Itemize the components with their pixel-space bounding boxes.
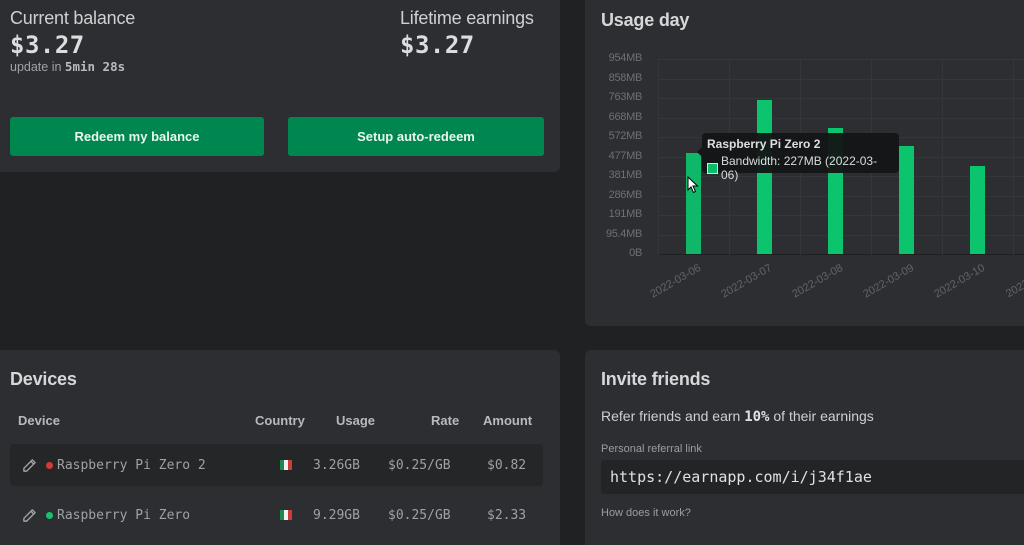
x-tick: 2022-03-09: [861, 262, 916, 301]
legend-swatch-icon: [707, 162, 718, 174]
x-axis-line: [658, 254, 1024, 255]
gridline: [658, 117, 1024, 119]
rate-cell: $0.25/GB: [388, 507, 451, 523]
invite-text-prefix: Refer friends and earn: [601, 408, 741, 424]
invite-title: Invite friends: [601, 369, 711, 389]
tooltip-title: Raspberry Pi Zero 2: [707, 137, 821, 151]
current-balance-block: Current balance $3.27 update in 5min 28s: [10, 8, 135, 74]
tooltip-body: Bandwidth: 227MB (2022-03-06): [707, 154, 894, 182]
y-tick: 95.4MB: [605, 227, 642, 240]
device-row[interactable]: Raspberry Pi Zero 2 3.26GB $0.25/GB $0.8…: [10, 444, 543, 486]
bar-2022-03-06[interactable]: [686, 153, 701, 254]
update-prefix: update in: [10, 60, 62, 74]
gridline: [658, 98, 1024, 99]
invite-description: Refer friends and earn 10% of their earn…: [601, 408, 874, 425]
device-name: Raspberry Pi Zero 2: [57, 457, 206, 473]
gridline: [658, 59, 1024, 60]
device-name: Raspberry Pi Zero: [57, 507, 191, 523]
referral-link-field[interactable]: https://earnapp.com/i/j34f1ae: [601, 460, 1024, 494]
y-tick: 0B: [629, 247, 642, 259]
devices-title: Devices: [10, 369, 77, 389]
column-header-country[interactable]: Country: [255, 413, 305, 428]
y-tick: 572MB: [608, 130, 643, 142]
y-tick: 191MB: [608, 208, 643, 220]
device-cell: Raspberry Pi Zero 2: [22, 444, 206, 486]
y-tick: 763MB: [608, 91, 643, 103]
setup-auto-redeem-button[interactable]: Setup auto-redeem: [288, 117, 544, 156]
column-header-usage[interactable]: Usage: [336, 413, 376, 428]
bar-2022-03-09[interactable]: [899, 146, 914, 254]
usage-cell: 9.29GB: [313, 507, 360, 523]
column-header-amount[interactable]: Amount: [483, 413, 533, 428]
usage-chart-card: Usage day 954MB 858MB 763MB 668MB 572MB …: [585, 0, 1024, 326]
device-row[interactable]: Raspberry Pi Zero 9.29GB $0.25/GB $2.33: [10, 494, 543, 536]
edit-pencil-icon[interactable]: [22, 508, 37, 523]
y-tick: 858MB: [608, 71, 643, 84]
mouse-cursor-icon: [687, 176, 699, 194]
invite-friends-card: Invite friends Refer friends and earn 10…: [585, 350, 1024, 545]
x-tick: 2022-03-10: [932, 262, 987, 301]
status-online-dot: [46, 511, 53, 519]
x-tick: 2022-03-06: [648, 262, 703, 301]
lifetime-earnings-block: Lifetime earnings $3.27: [400, 8, 534, 59]
tooltip-value: Bandwidth: 227MB (2022-03-06): [720, 154, 878, 182]
invite-text-suffix: of their earnings: [773, 408, 874, 424]
gridline: [1013, 59, 1014, 255]
italy-flag-icon: [280, 460, 292, 470]
update-countdown: update in 5min 28s: [10, 59, 135, 74]
referral-link-label: Personal referral link: [601, 443, 702, 455]
balance-card: Current balance $3.27 update in 5min 28s…: [0, 0, 560, 172]
country-cell: [280, 444, 292, 486]
status-offline-dot: [46, 461, 53, 469]
y-tick: 381MB: [608, 169, 643, 181]
device-cell: Raspberry Pi Zero: [22, 494, 190, 536]
country-cell: [280, 494, 292, 536]
column-header-rate[interactable]: Rate: [431, 413, 460, 428]
y-tick: 954MB: [608, 52, 643, 64]
usage-title: Usage day: [601, 10, 690, 30]
amount-cell: $0.82: [487, 457, 527, 473]
amount-cell: $2.33: [487, 507, 527, 523]
lifetime-earnings-value: $3.27: [400, 31, 475, 59]
x-tick: 2022-03-07: [719, 262, 774, 301]
x-tick: 2022-03-11: [1003, 262, 1024, 301]
y-tick: 477MB: [608, 149, 643, 162]
column-header-device[interactable]: Device: [18, 413, 60, 428]
how-does-it-work-link[interactable]: How does it work?: [601, 507, 691, 519]
current-balance-value: $3.27: [10, 31, 85, 59]
gridline: [942, 59, 943, 255]
gridline: [658, 78, 1024, 80]
y-axis-line: [658, 59, 659, 255]
bar-2022-03-10[interactable]: [970, 166, 985, 254]
current-balance-label: Current balance: [10, 8, 136, 28]
invite-percent: 10%: [744, 409, 770, 425]
redeem-balance-button[interactable]: Redeem my balance: [10, 117, 264, 156]
y-tick: 668MB: [608, 110, 643, 123]
devices-card: Devices Device Country Usage Rate Amount…: [0, 350, 560, 545]
y-tick: 286MB: [608, 188, 643, 201]
usage-cell: 3.26GB: [313, 457, 360, 473]
italy-flag-icon: [280, 510, 292, 520]
edit-pencil-icon[interactable]: [22, 458, 37, 473]
x-tick: 2022-03-08: [790, 262, 845, 301]
rate-cell: $0.25/GB: [388, 457, 451, 473]
chart-tooltip: Raspberry Pi Zero 2 Bandwidth: 227MB (20…: [697, 133, 899, 182]
update-time: 5min 28s: [64, 59, 126, 74]
lifetime-earnings-label: Lifetime earnings: [400, 8, 534, 28]
